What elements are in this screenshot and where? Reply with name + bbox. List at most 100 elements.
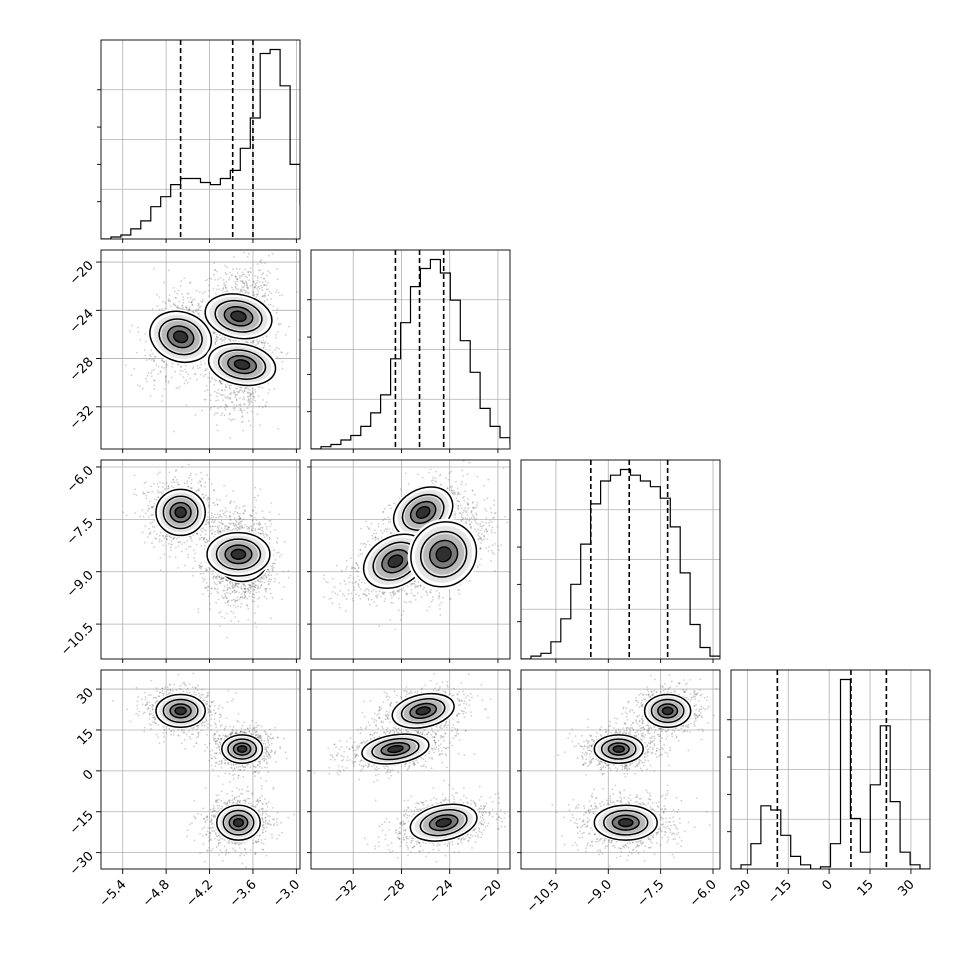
sample-point <box>144 541 146 544</box>
sample-point <box>250 341 253 344</box>
sample-point <box>218 576 221 579</box>
sample-point <box>231 581 234 584</box>
sample-point <box>167 382 170 384</box>
sample-point <box>183 382 186 385</box>
sample-point <box>202 580 205 583</box>
sample-point <box>252 509 255 512</box>
sample-point <box>253 585 256 588</box>
sample-point <box>159 491 161 493</box>
sample-point <box>133 493 136 495</box>
sample-point <box>234 582 237 585</box>
sample-point <box>242 421 244 423</box>
sample-point <box>197 302 200 305</box>
sample-point <box>173 430 176 433</box>
sample-point <box>251 527 253 530</box>
sample-point <box>234 510 236 513</box>
sample-point <box>236 399 238 402</box>
sample-point <box>265 576 268 578</box>
sample-point <box>218 532 221 534</box>
sample-point <box>189 487 192 489</box>
sample-point <box>236 278 239 280</box>
sample-point <box>234 285 237 288</box>
sample-point <box>204 369 207 371</box>
sample-point <box>224 264 227 267</box>
sample-point <box>248 392 251 394</box>
sample-point <box>229 511 232 513</box>
sample-point <box>274 529 276 531</box>
sample-point <box>242 505 245 508</box>
sample-point <box>238 515 241 518</box>
sample-point <box>151 542 153 545</box>
sample-point <box>243 584 245 586</box>
sample-point <box>256 342 259 345</box>
sample-point <box>247 271 250 274</box>
sample-point <box>243 273 246 276</box>
sample-point <box>145 377 147 380</box>
sample-point <box>192 310 195 313</box>
sample-point <box>157 472 160 475</box>
sample-point <box>244 289 247 292</box>
sample-point <box>229 605 232 607</box>
sample-point <box>185 404 188 406</box>
sample-point <box>175 387 178 389</box>
sample-point <box>265 280 267 283</box>
sample-point <box>239 517 242 520</box>
sample-point <box>229 271 232 274</box>
sample-point <box>250 529 253 532</box>
panel-grid <box>311 250 510 449</box>
sample-point <box>262 284 265 286</box>
sample-point <box>204 533 207 536</box>
sample-point <box>267 288 269 290</box>
sample-point <box>253 396 255 398</box>
sample-point <box>226 586 229 589</box>
sample-point <box>185 306 188 309</box>
sample-point <box>278 347 280 350</box>
sample-point <box>227 526 230 529</box>
sample-point <box>224 285 227 288</box>
sample-point <box>229 582 231 585</box>
sample-point <box>147 516 150 518</box>
sample-point <box>224 524 227 527</box>
sample-point <box>160 359 163 362</box>
sample-point <box>251 530 253 532</box>
sample-point <box>247 395 250 398</box>
sample-point <box>239 520 242 523</box>
sample-point <box>217 407 220 409</box>
sample-point <box>215 340 218 343</box>
sample-point <box>251 529 253 531</box>
sample-point <box>255 519 258 522</box>
sample-point <box>151 525 154 528</box>
sample-point <box>186 540 189 542</box>
sample-point <box>225 273 228 276</box>
sample-point <box>183 541 186 544</box>
sample-point <box>229 397 232 399</box>
sample-point <box>191 574 194 577</box>
sample-point <box>141 531 144 534</box>
sample-point <box>223 530 226 532</box>
sample-point <box>194 552 196 555</box>
sample-point <box>368 544 371 546</box>
sample-point <box>226 597 228 599</box>
sample-point <box>269 345 271 348</box>
sample-point <box>268 583 270 586</box>
sample-point <box>215 379 217 382</box>
sample-point <box>242 590 245 593</box>
sample-point <box>247 401 250 404</box>
sample-point <box>228 581 231 584</box>
sample-point <box>256 413 259 416</box>
sample-point <box>179 541 182 543</box>
sample-point <box>278 513 280 516</box>
sample-point <box>285 353 288 356</box>
sample-point <box>246 604 249 606</box>
sample-point <box>191 539 193 542</box>
sample-point <box>157 486 160 488</box>
sample-point <box>187 553 190 556</box>
sample-point <box>250 399 252 401</box>
sample-point <box>163 361 165 363</box>
sample-point <box>214 588 217 591</box>
sample-point <box>214 504 217 506</box>
sample-point <box>254 391 257 393</box>
sample-point <box>227 588 229 591</box>
sample-point <box>147 504 150 507</box>
sample-point <box>198 306 201 309</box>
